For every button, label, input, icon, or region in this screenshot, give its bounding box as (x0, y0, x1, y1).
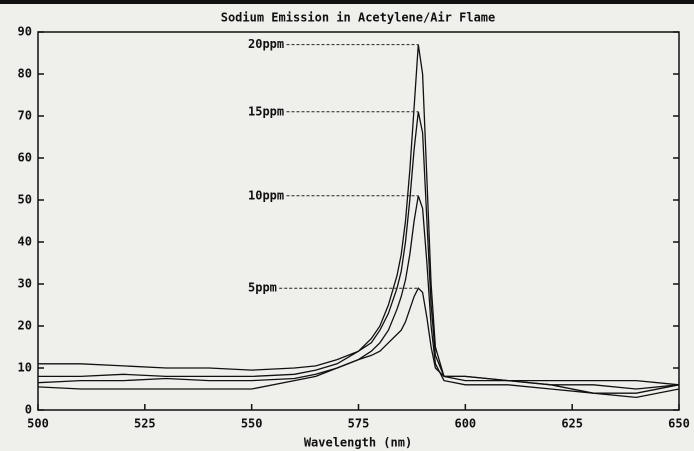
top-bar (0, 0, 694, 4)
chart-title: Sodium Emission in Acetylene/Air Flame (221, 11, 496, 25)
x-tick-label: 550 (241, 417, 263, 431)
y-tick-label: 60 (18, 151, 32, 165)
series-line (38, 44, 680, 390)
series-line (37, 195, 680, 394)
x-tick-label: 625 (561, 417, 583, 431)
y-tick-label: 40 (18, 235, 32, 249)
x-tick-label: 600 (454, 417, 476, 431)
y-tick-label: 70 (18, 109, 32, 123)
plot-frame (37, 31, 680, 411)
y-tick-label: 0 (25, 403, 32, 417)
y-tick-label: 30 (18, 277, 32, 291)
y-tick-label: 90 (18, 25, 32, 39)
series-label: 20ppm (248, 37, 284, 51)
x-tick-label: 575 (348, 417, 370, 431)
series-label: 15ppm (248, 104, 284, 118)
x-axis-label: Wavelength (nm) (304, 436, 412, 450)
y-tick-label: 80 (18, 67, 32, 81)
x-tick-label: 525 (134, 417, 156, 431)
x-tick-label: 650 (668, 417, 690, 431)
series-line (38, 111, 680, 386)
y-tick-label: 10 (18, 361, 32, 375)
series-line (37, 287, 680, 399)
y-tick-label: 50 (18, 193, 32, 207)
series-label: 5ppm (248, 281, 277, 295)
x-tick-label: 500 (27, 417, 49, 431)
y-tick-label: 20 (18, 319, 32, 333)
series-label: 10ppm (248, 188, 284, 202)
